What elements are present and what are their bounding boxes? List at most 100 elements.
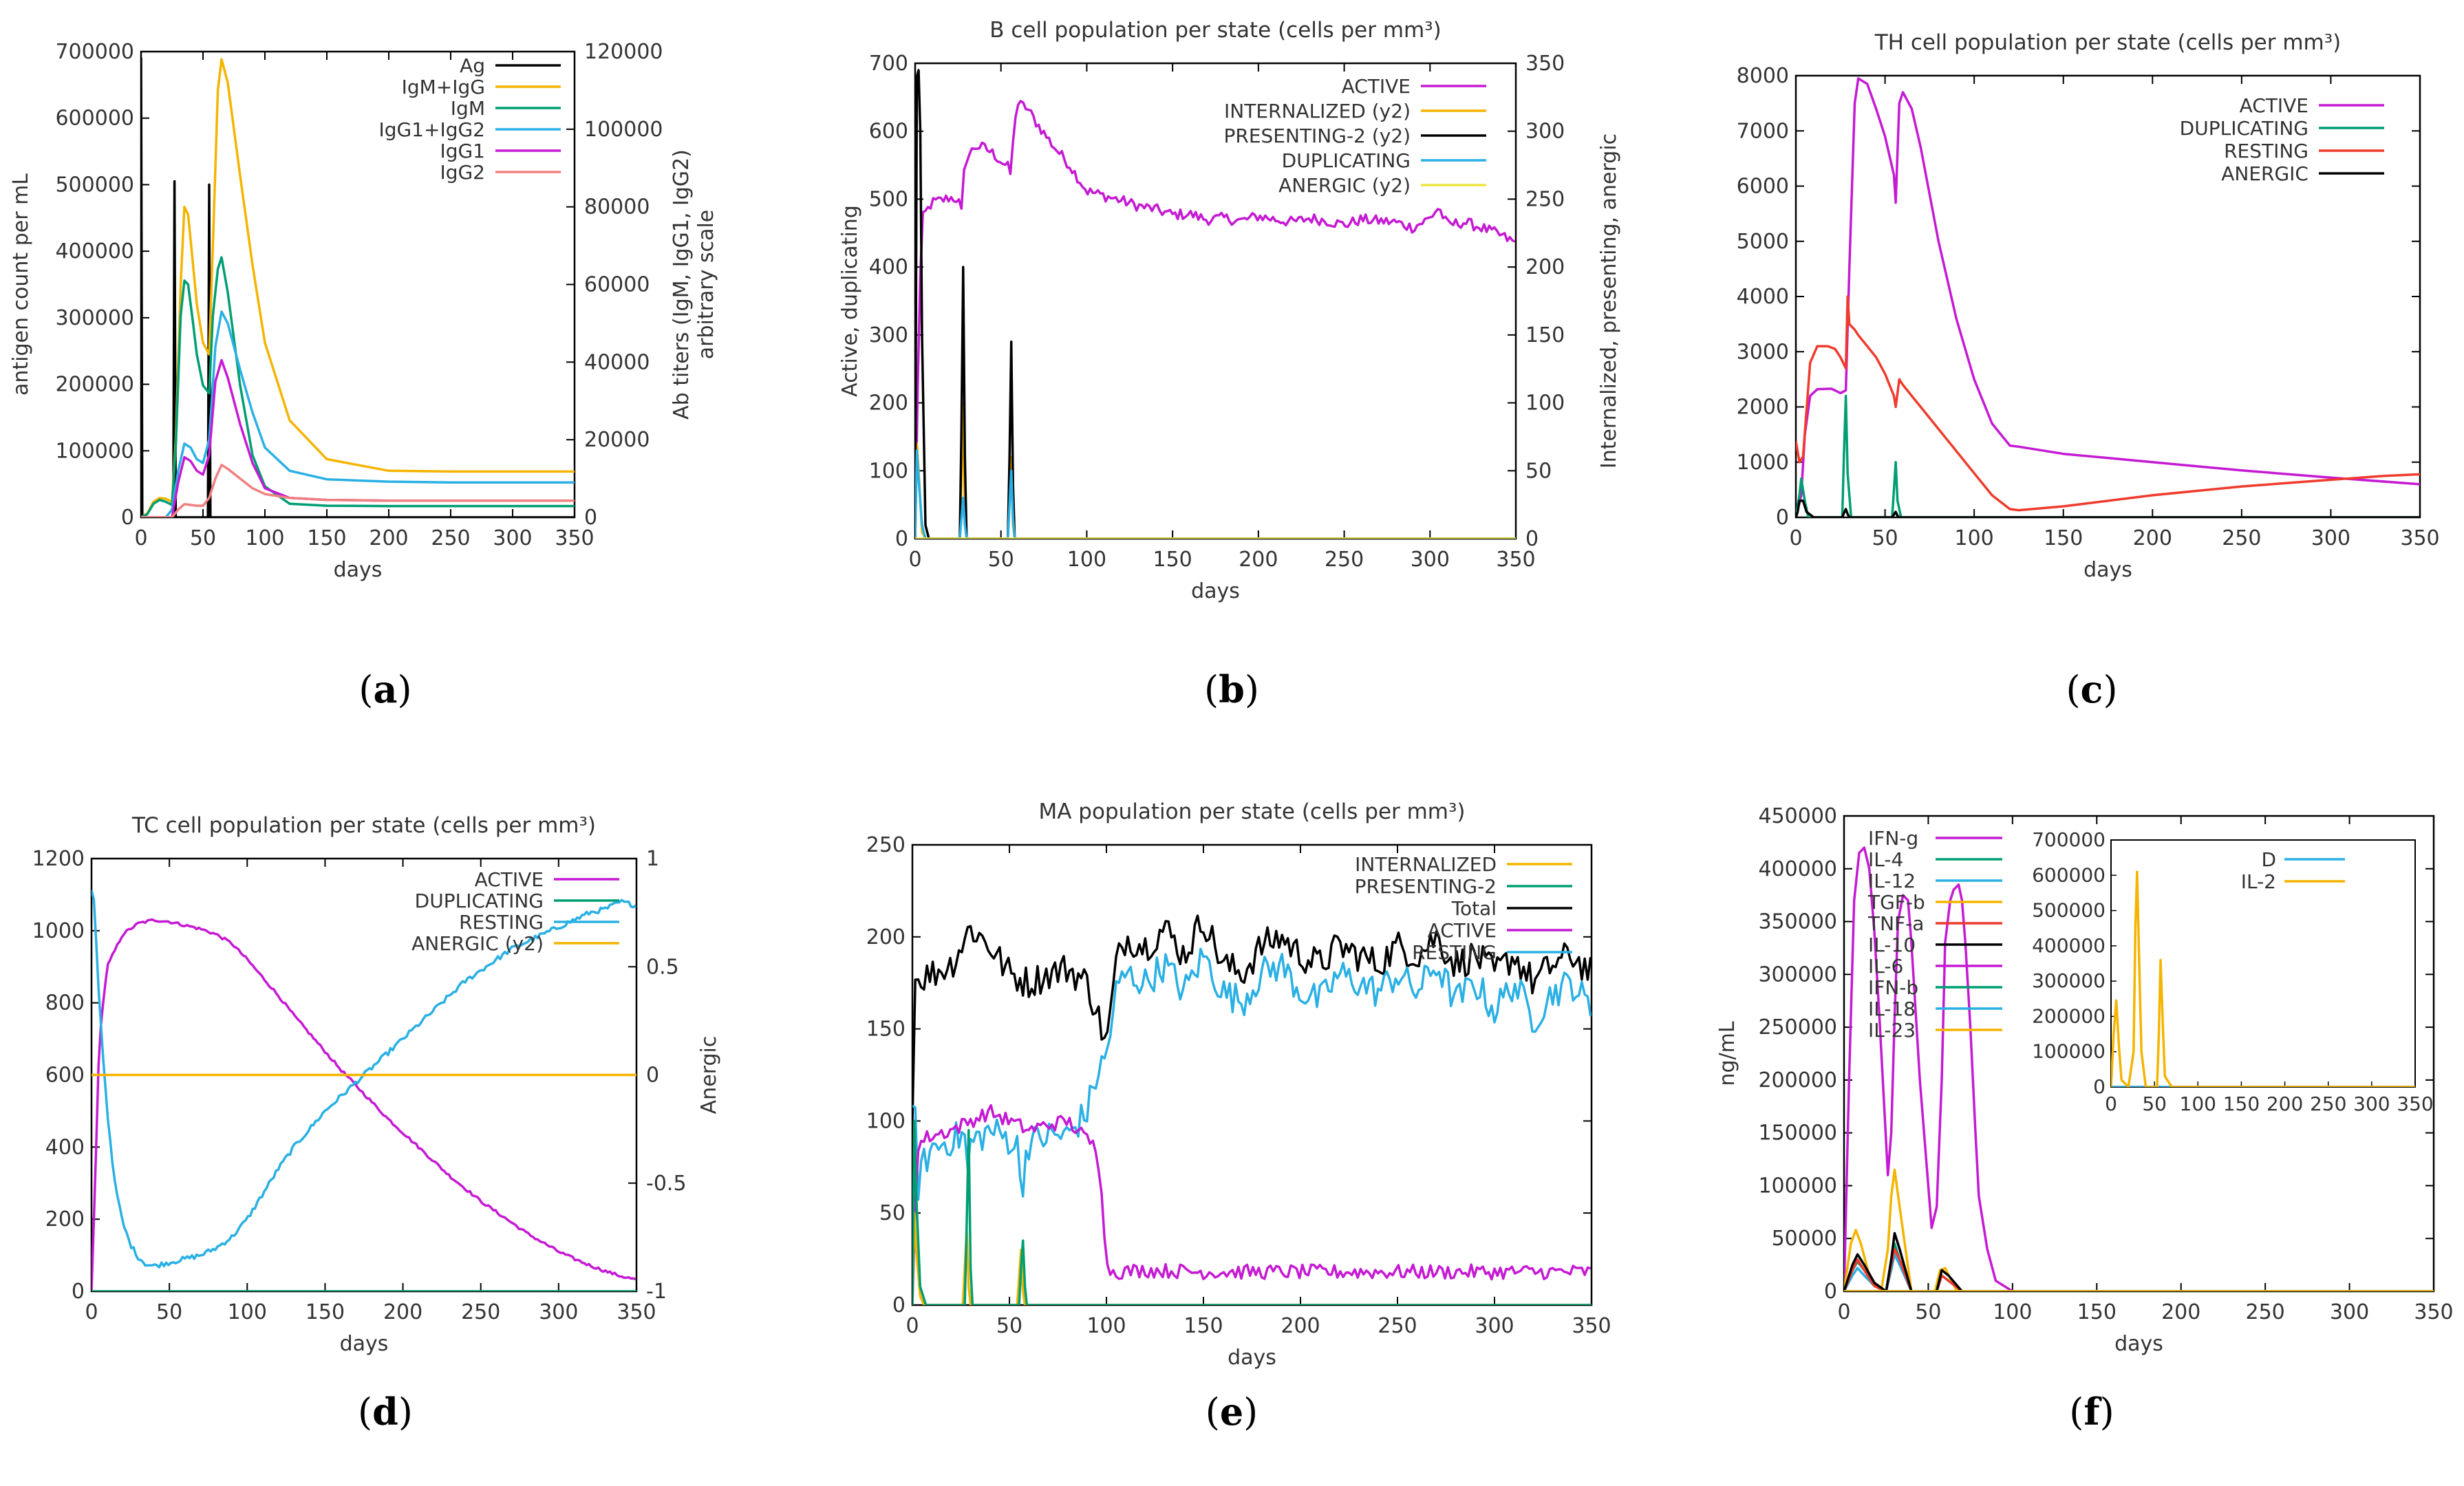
- y2-tick-label-d: -1: [646, 1280, 667, 1304]
- y-tick-label-b: 100: [869, 459, 908, 483]
- inset-y-tick-label: 100000: [2032, 1040, 2106, 1063]
- y2-tick-label-b: 50: [1525, 459, 1552, 483]
- y-tick-label-e: 0: [892, 1293, 906, 1317]
- legend-label-e: RESTING: [1412, 941, 1497, 964]
- legend-label-b: PRESENTING-2 (y2): [1224, 125, 1411, 147]
- legend-label-f: TGF-b: [1867, 891, 1925, 914]
- y2-tick-label-a: 80000: [584, 195, 650, 219]
- y-tick-label-d: 600: [45, 1064, 85, 1088]
- chart-c: TH cell population per state (cells per …: [1737, 30, 2440, 582]
- legend-label-d: ACTIVE: [475, 868, 544, 891]
- legend-label-f: IL-4: [1868, 848, 1903, 871]
- series-group-b: [915, 69, 1516, 539]
- x-tick-label-f: 200: [2161, 1300, 2200, 1324]
- y2-tick-label-a: 20000: [584, 428, 650, 452]
- legend-label-f: TNF-a: [1867, 912, 1924, 935]
- caption-c: (c): [2066, 667, 2118, 711]
- y-tick-label-e: 200: [866, 925, 906, 949]
- legend-label-e: ACTIVE: [1428, 919, 1497, 942]
- legend-label-d: DUPLICATING: [415, 890, 544, 912]
- legend-label-e: Total: [1451, 897, 1497, 920]
- x-tick-label-e: 150: [1183, 1314, 1223, 1338]
- legend-label-a: IgG1: [440, 140, 485, 162]
- y-tick-label-c: 3000: [1737, 340, 1789, 364]
- x-tick-label-a: 50: [190, 526, 216, 550]
- x-tick-label-e: 300: [1475, 1314, 1514, 1338]
- inset-x-tick-label: 300: [2353, 1092, 2390, 1115]
- x-tick-label-b: 0: [908, 548, 921, 572]
- legend-label-f: IFN-g: [1868, 827, 1918, 850]
- x-tick-label-d: 300: [539, 1300, 578, 1324]
- legend-label-c: ANERGIC: [2221, 162, 2308, 185]
- series-line-f-1: [1844, 1242, 2434, 1291]
- y-axis-label-f: ng/mL: [1715, 1021, 1739, 1086]
- x-tick-label-b: 100: [1067, 548, 1106, 572]
- y2-tick-label-b: 150: [1525, 323, 1565, 347]
- y-tick-label-c: 7000: [1737, 119, 1789, 143]
- y-tick-label-c: 2000: [1737, 396, 1789, 420]
- legend-label-c: RESTING: [2224, 140, 2308, 162]
- series-line-inset-1: [2111, 870, 2415, 1087]
- y-tick-label-a: 600000: [55, 107, 134, 131]
- y-tick-label-c: 5000: [1737, 230, 1789, 254]
- y-axis-label-a: antigen count per mL: [9, 173, 33, 396]
- series-line-e-2: [912, 1103, 1592, 1305]
- y2-axis-label-b: Internalized, presenting, anergic: [1597, 133, 1621, 469]
- series-line-a-4: [141, 358, 575, 517]
- y-tick-label-d: 1200: [32, 847, 85, 871]
- inset-y-tick-label: 300000: [2032, 969, 2106, 992]
- y2-axis-label-a: arbitrary scale: [694, 210, 718, 360]
- inset-x-tick-label: 150: [2223, 1092, 2260, 1115]
- y-tick-label-b: 500: [869, 187, 908, 211]
- caption-b: (b): [1204, 667, 1259, 711]
- y-tick-label-c: 6000: [1737, 175, 1789, 199]
- x-axis-label-b: days: [1191, 579, 1240, 603]
- y-tick-label-b: 200: [869, 391, 908, 416]
- y2-tick-label-b: 300: [1525, 120, 1565, 144]
- x-tick-label-c: 50: [1872, 526, 1898, 550]
- series-line-b-2: [915, 69, 1516, 539]
- x-axis-label-c: days: [2083, 558, 2132, 582]
- series-line-f-4: [1844, 1247, 2434, 1291]
- x-tick-label-a: 100: [245, 526, 284, 550]
- inset-x-tick-label: 50: [2142, 1092, 2167, 1115]
- y-tick-label-a: 100000: [55, 439, 134, 463]
- y-tick-label-f: 200000: [1758, 1068, 1837, 1092]
- y-tick-label-e: 250: [866, 833, 906, 857]
- x-tick-label-e: 250: [1378, 1314, 1417, 1338]
- x-tick-label-b: 300: [1411, 548, 1450, 572]
- legend-label-f: IL-18: [1868, 998, 1916, 1020]
- y-tick-label-a: 400000: [55, 239, 134, 263]
- inset-chart-f: 0 50 100 150 200 250 300 350 0 100000 200000 300000…: [2032, 828, 2434, 1115]
- x-tick-label-f: 300: [2330, 1300, 2369, 1324]
- y-tick-label-f: 300000: [1758, 962, 1837, 987]
- x-tick-label-c: 150: [2044, 526, 2083, 550]
- y-tick-label-a: 500000: [55, 173, 134, 197]
- x-tick-label-e: 100: [1086, 1314, 1126, 1338]
- inset-x-tick-label: 250: [2310, 1092, 2346, 1115]
- chart-b: B cell population per state (cells per m…: [838, 18, 1621, 603]
- legend-label-a: IgM: [451, 97, 485, 120]
- chart-title-c: TH cell population per state (cells per …: [1874, 30, 2342, 55]
- y2-tick-label-a: 0: [584, 506, 597, 530]
- x-tick-label-a: 200: [369, 526, 408, 550]
- y2-tick-label-a: 60000: [584, 273, 650, 297]
- y2-axis-label-d: Anergic: [697, 1036, 721, 1114]
- legend-label-b: INTERNALIZED (y2): [1224, 100, 1411, 122]
- inset-legend-label: D: [2261, 848, 2276, 871]
- inset-y-tick-label: 400000: [2032, 934, 2106, 957]
- inset-x-tick-label: 200: [2267, 1092, 2303, 1115]
- series-group-d: [92, 890, 636, 1291]
- caption-a: (a): [358, 667, 412, 711]
- x-tick-label-e: 350: [1572, 1314, 1611, 1338]
- y-tick-label-b: 700: [869, 52, 908, 76]
- series-group-e: [912, 914, 1592, 1305]
- y-tick-label-e: 50: [879, 1201, 906, 1225]
- y2-tick-label-d: 1: [646, 847, 659, 871]
- inset-y-tick-label: 600000: [2032, 863, 2106, 886]
- x-tick-label-b: 200: [1239, 548, 1278, 572]
- y-tick-label-a: 0: [121, 506, 134, 530]
- x-tick-label-f: 0: [1837, 1300, 1850, 1324]
- x-tick-label-e: 0: [906, 1314, 919, 1338]
- plot-frame-c: [1795, 74, 2421, 519]
